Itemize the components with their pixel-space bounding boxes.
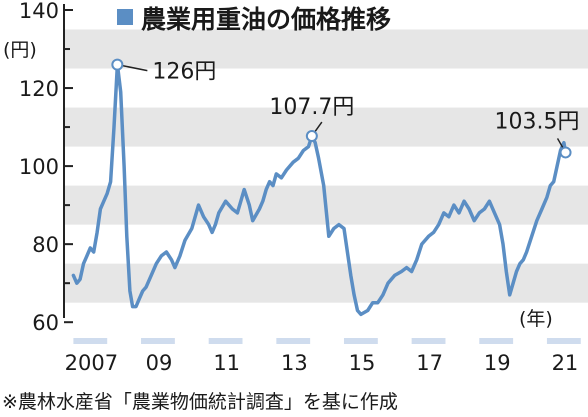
y-axis-ticks: 60 80 100 120 140 bbox=[19, 0, 73, 335]
x-tick-label: 15 bbox=[349, 351, 376, 375]
callout-label: 126円 bbox=[152, 60, 216, 85]
y-unit-label: (円) bbox=[3, 39, 37, 61]
grid-band bbox=[64, 263, 588, 303]
x-year-band bbox=[208, 338, 243, 344]
y-tick-label: 100 bbox=[19, 155, 59, 179]
grid-band bbox=[64, 29, 588, 69]
grid-bands bbox=[64, 29, 588, 303]
x-year-band bbox=[73, 338, 108, 344]
x-year-band bbox=[141, 338, 175, 344]
x-tick-label: 21 bbox=[552, 351, 579, 375]
callout-marker bbox=[559, 146, 572, 159]
callout-marker bbox=[111, 58, 124, 71]
x-year-band bbox=[546, 338, 581, 344]
legend-swatch bbox=[117, 9, 133, 25]
callout-label: 107.7円 bbox=[269, 95, 354, 120]
grid-band bbox=[64, 107, 588, 147]
y-tick-label: 60 bbox=[32, 311, 59, 335]
x-tick-label: 11 bbox=[213, 351, 240, 375]
callout-marker bbox=[305, 130, 318, 143]
x-unit-label: (年) bbox=[519, 308, 553, 330]
x-year-band bbox=[343, 338, 378, 344]
x-year-band bbox=[479, 338, 514, 344]
x-tick-label: 17 bbox=[416, 351, 443, 375]
x-year-band bbox=[411, 338, 446, 344]
x-axis: 2007 09 11 13 15 17 19 21 bbox=[65, 338, 581, 375]
x-year-band bbox=[276, 338, 311, 344]
callout-label: 103.5円 bbox=[495, 109, 580, 134]
x-tick-label: 13 bbox=[281, 351, 308, 375]
source-note: ※農林水産省「農業物価統計調査」を基に作成 bbox=[2, 391, 398, 413]
y-tick-label: 140 bbox=[19, 0, 59, 23]
x-tick-label: 19 bbox=[484, 351, 511, 375]
chart-title: 農業用重油の価格推移 bbox=[141, 5, 391, 34]
y-tick-label: 80 bbox=[32, 233, 59, 257]
callouts: 126円 107.7円 103.5円 bbox=[111, 58, 580, 159]
y-tick-label: 120 bbox=[19, 77, 59, 101]
x-tick-label: 2007 bbox=[65, 351, 118, 375]
x-tick-label: 09 bbox=[146, 351, 173, 375]
